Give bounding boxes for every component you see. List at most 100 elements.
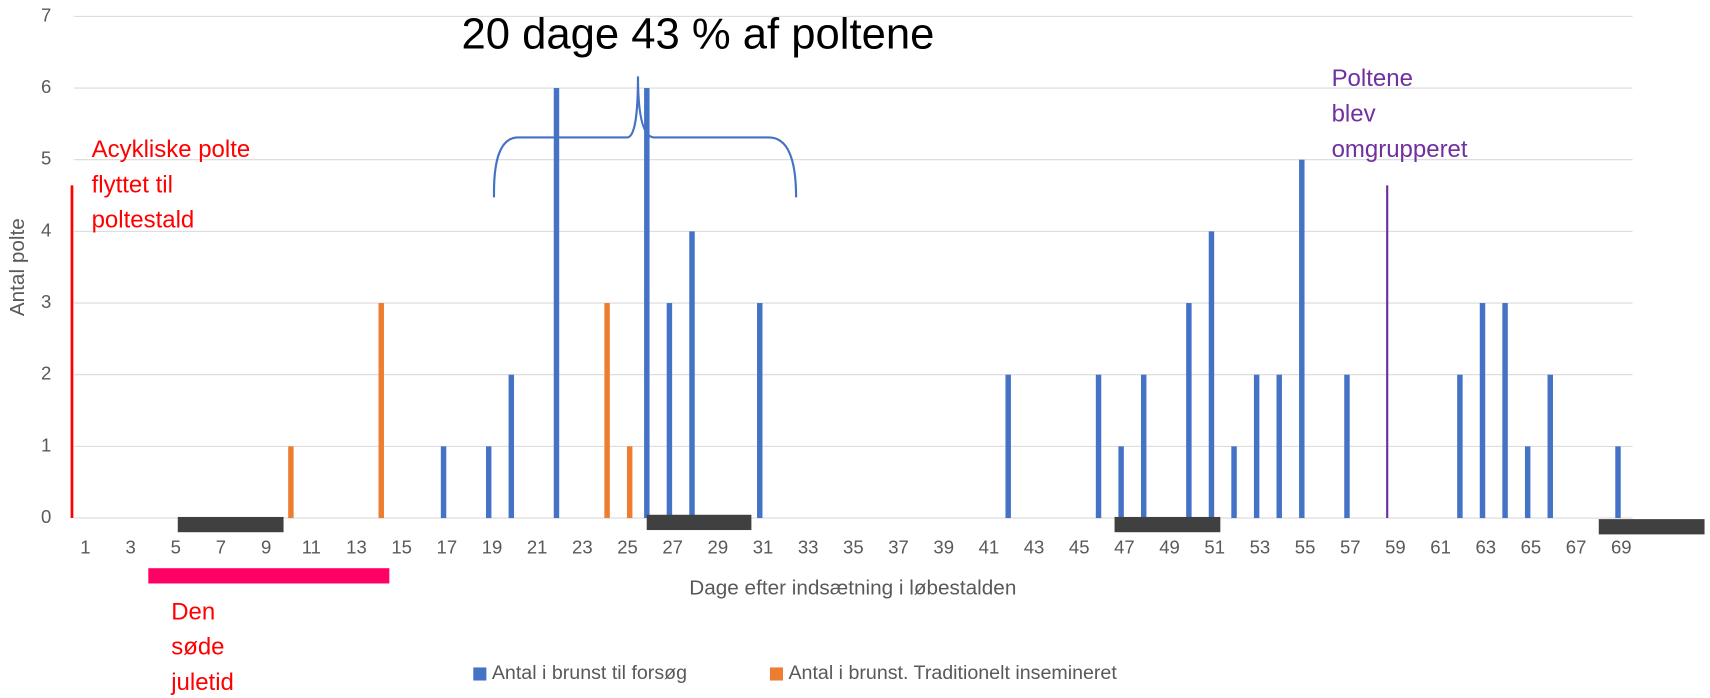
x-tick-label: 25: [617, 536, 638, 557]
x-tick-label: 33: [798, 536, 819, 557]
x-tick-label: 5: [171, 536, 181, 557]
y-tick-label: 5: [41, 148, 51, 169]
bar: [1208, 231, 1215, 519]
annotation: søde: [171, 634, 224, 661]
x-tick-label: 67: [1566, 536, 1587, 557]
y-tick-label: 7: [41, 4, 51, 25]
x-tick-label: 69: [1611, 536, 1632, 557]
annotation: blev: [1332, 100, 1376, 127]
bar: [1140, 374, 1147, 519]
x-tick-label: 51: [1204, 536, 1225, 557]
x-tick-label: 65: [1521, 536, 1542, 557]
bar: [288, 446, 294, 519]
legend-label: Antal i brunst. Traditionelt insemineret: [788, 662, 1117, 684]
bar: [1253, 374, 1260, 519]
bars: [288, 88, 1621, 519]
bar: [1276, 374, 1282, 519]
bar: [757, 303, 763, 519]
x-tick-label: 27: [662, 536, 683, 557]
bar: [1524, 446, 1531, 519]
x-tick-label: 13: [346, 536, 367, 557]
x-tick-label: 47: [1114, 536, 1135, 557]
x-tick-label: 59: [1385, 536, 1406, 557]
bar: [553, 88, 560, 519]
annotation: Poltene: [1332, 65, 1413, 92]
legend-label: Antal i brunst til forsøg: [492, 662, 687, 684]
bar: [1231, 446, 1237, 519]
x-tick-label: 57: [1340, 536, 1361, 557]
x-tick-label: 15: [391, 536, 412, 557]
y-axis-title: Antal polte: [6, 218, 29, 316]
bar: [508, 374, 515, 519]
bar: [1005, 374, 1011, 519]
x-axis-title: Dage efter indsætning i løbestalden: [689, 576, 1016, 599]
bar: [1547, 374, 1553, 519]
x-tick-label: 45: [1069, 536, 1090, 557]
bar: [1186, 303, 1192, 519]
x-tick-label: 31: [753, 536, 774, 557]
x-tick-label: 29: [708, 536, 729, 557]
y-tick-label: 0: [41, 506, 51, 527]
x-tick-label: 39: [933, 536, 954, 557]
x-tick-label: 9: [261, 536, 271, 557]
x-tick-label: 53: [1250, 536, 1271, 557]
x-tick-label: 35: [843, 536, 864, 557]
bar: [485, 446, 492, 519]
x-tick-label: 63: [1475, 536, 1496, 557]
annotation: Acykliske polte: [92, 136, 251, 163]
bar: [1615, 446, 1621, 519]
bar: [626, 446, 633, 519]
gray-period: [646, 514, 752, 531]
bar: [378, 303, 384, 519]
x-tick-label: 49: [1159, 536, 1180, 557]
annotation: Den: [171, 598, 215, 625]
x-tick-label: 21: [527, 536, 548, 557]
annotation: omgrupperet: [1332, 136, 1468, 163]
x-tick-label: 37: [888, 536, 909, 557]
x-tick-label: 55: [1295, 536, 1316, 557]
bar: [689, 231, 695, 519]
annotation-title: 20 dage 43 % af poltene: [462, 11, 935, 59]
x-tick-label: 17: [437, 536, 458, 557]
annotation: juletid: [170, 669, 234, 696]
bar: [666, 303, 673, 519]
legend-swatch: [473, 667, 487, 681]
x-tick-label: 61: [1430, 536, 1451, 557]
annotation: poltestald: [92, 207, 195, 234]
legend: Antal i brunst til forsøg Antal i brunst.…: [473, 662, 1117, 684]
annotations: Acykliske polte flyttet til poltestald Polt…: [92, 65, 1468, 696]
bar: [644, 88, 650, 519]
brace: [492, 76, 798, 198]
x-tick-label: 11: [302, 536, 321, 557]
bar: [1457, 374, 1463, 519]
y-tick-label: 4: [41, 219, 51, 240]
x-tick-label: 23: [572, 536, 593, 557]
gray-period: [1114, 516, 1221, 533]
x-tick-label: 41: [979, 536, 1000, 557]
y-tick-label: 2: [41, 363, 51, 384]
bar: [440, 446, 447, 519]
bar: [1299, 159, 1305, 519]
x-tick-label: 3: [125, 536, 135, 557]
x-tick-label: 1: [80, 536, 90, 557]
y-tick-label: 3: [41, 291, 51, 312]
bar: [1118, 446, 1124, 519]
x-tick-label: 19: [482, 536, 503, 557]
y-tick-label: 6: [41, 76, 51, 97]
bar: [1344, 374, 1350, 519]
y-tick-label: 1: [41, 434, 51, 455]
bar: [1095, 374, 1102, 519]
legend-swatch: [769, 667, 784, 681]
bar: [604, 303, 610, 519]
christmas-period: [148, 568, 390, 584]
gray-period: [177, 516, 284, 533]
x-tick-label: 7: [216, 536, 226, 557]
bar: [1502, 303, 1508, 519]
bar: [1479, 303, 1486, 519]
annotation: flyttet til: [92, 171, 173, 198]
x-tick-label: 43: [1024, 536, 1045, 557]
gray-period: [1598, 519, 1705, 535]
